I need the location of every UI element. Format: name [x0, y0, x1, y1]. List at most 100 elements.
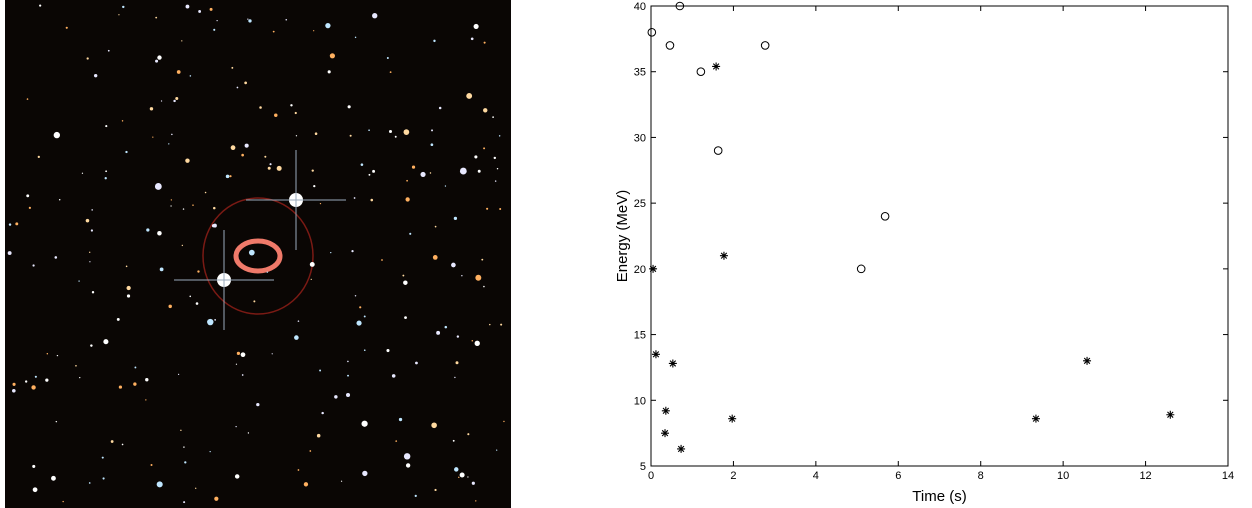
star [157, 55, 162, 60]
star [467, 476, 469, 478]
star [213, 28, 216, 31]
star [62, 500, 64, 503]
star [346, 392, 351, 398]
y-tick-label: 35 [634, 67, 646, 79]
star [496, 167, 499, 170]
y-tick-label: 20 [634, 264, 646, 276]
star [429, 172, 432, 174]
x-tick-label: 6 [895, 470, 901, 482]
star [483, 41, 486, 44]
star [91, 291, 95, 294]
star [459, 472, 465, 478]
star [498, 135, 501, 137]
star [26, 98, 29, 100]
y-tick-label: 30 [634, 132, 646, 144]
star [481, 258, 484, 261]
star [185, 158, 190, 163]
star [368, 129, 370, 132]
star [103, 339, 109, 345]
star [236, 351, 241, 355]
star [168, 143, 170, 145]
star [438, 106, 442, 110]
star [91, 209, 93, 211]
star [145, 399, 147, 401]
star [272, 30, 275, 33]
star [8, 223, 12, 226]
star [170, 205, 172, 207]
star [430, 143, 434, 147]
star [402, 274, 405, 277]
star [145, 378, 149, 382]
star [334, 395, 338, 399]
star [146, 228, 150, 232]
star [499, 207, 502, 211]
star [7, 251, 12, 255]
star [89, 251, 91, 253]
star [168, 304, 172, 309]
star [500, 323, 503, 326]
star [269, 163, 272, 166]
star [171, 133, 173, 136]
star [234, 474, 240, 479]
star [229, 175, 232, 178]
point [719, 251, 728, 260]
star [46, 353, 49, 355]
star [477, 169, 481, 173]
star [86, 57, 89, 60]
star [89, 261, 91, 263]
star [436, 330, 441, 335]
star [253, 300, 256, 303]
star [313, 30, 315, 32]
x-tick-label: 8 [978, 470, 984, 482]
y-tick-label: 25 [634, 198, 646, 210]
star [183, 446, 185, 448]
star [434, 225, 437, 228]
star [471, 339, 474, 342]
star [311, 169, 314, 172]
star [386, 348, 390, 353]
x-tick-label: 2 [730, 470, 736, 482]
point [661, 406, 670, 415]
star [372, 13, 378, 19]
star [154, 183, 162, 190]
star [259, 106, 262, 109]
star [85, 218, 90, 223]
point [651, 350, 660, 359]
point [647, 27, 657, 37]
star [309, 261, 315, 267]
star [356, 320, 362, 326]
star [75, 364, 77, 367]
star [185, 4, 190, 9]
star [244, 81, 247, 85]
star [471, 481, 475, 485]
star [183, 501, 186, 504]
star [433, 39, 436, 43]
point [856, 264, 866, 274]
point [677, 444, 686, 453]
star [118, 14, 120, 16]
star [12, 382, 16, 386]
star [125, 265, 128, 268]
point [675, 1, 685, 11]
star [314, 132, 318, 135]
star [107, 49, 110, 52]
star [454, 467, 459, 472]
star [204, 191, 207, 194]
star [353, 197, 356, 199]
star [65, 26, 68, 29]
star [359, 306, 362, 309]
star [455, 361, 459, 365]
star [26, 194, 30, 198]
x-tick-label: 10 [1057, 470, 1069, 482]
star [475, 500, 477, 502]
star [415, 361, 418, 365]
star [420, 171, 426, 177]
star [294, 111, 297, 115]
star [209, 7, 213, 11]
x-tick-label: 12 [1139, 470, 1151, 482]
star [363, 349, 366, 351]
star [230, 145, 236, 151]
star [195, 487, 197, 489]
star [150, 463, 153, 466]
star [351, 250, 354, 253]
